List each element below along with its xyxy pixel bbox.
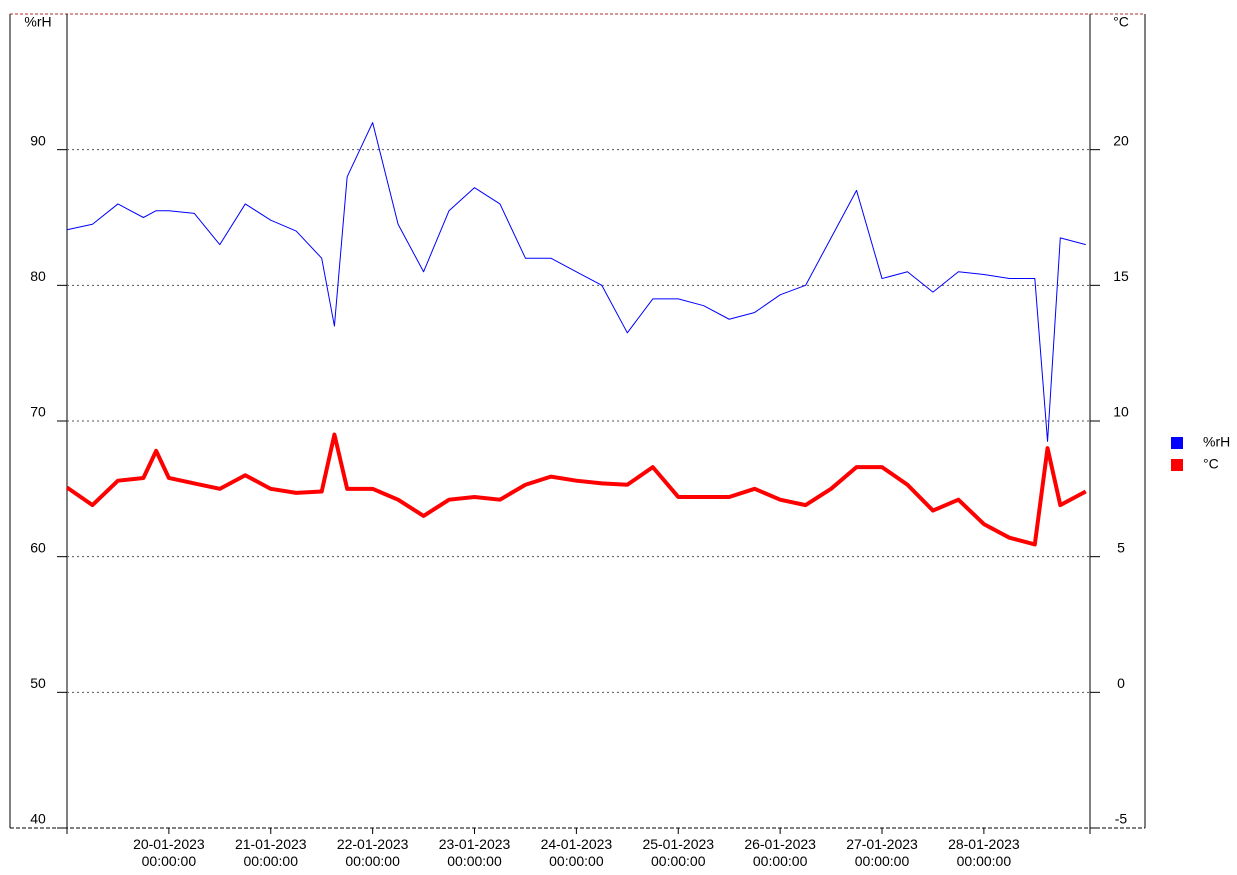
x-tick-label: 23-01-2023 00:00:00 (438, 836, 511, 869)
y-tick-label: 60 (30, 539, 46, 555)
y-tick-label: 70 (30, 404, 46, 420)
x-tick-label: 27-01-2023 00:00:00 (846, 836, 918, 869)
y-axis-label: %rH (24, 14, 51, 30)
legend-label: °C (1203, 456, 1219, 472)
x-tick-label: 24-01-2023 00:00:00 (540, 836, 613, 869)
y2-tick-label: -5 (1115, 811, 1128, 827)
y2-tick-label: 20 (1113, 132, 1129, 148)
y2-axis-label: °C (1113, 14, 1129, 30)
legend-label: %rH (1203, 434, 1230, 450)
y-tick-label: 90 (30, 132, 46, 148)
x-tick-label: 20-01-2023 00:00:00 (133, 836, 205, 869)
y2-tick-label: 5 (1117, 539, 1125, 555)
series-line (65, 432, 1087, 547)
x-tick-label: 22-01-2023 00:00:00 (336, 836, 409, 869)
x-tick-label: 21-01-2023 00:00:00 (234, 836, 307, 869)
y-tick-label: 50 (30, 675, 46, 691)
y-tick-label: 80 (30, 268, 46, 284)
legend-swatch (1171, 459, 1183, 471)
x-tick-label: 28-01-2023 00:00:00 (948, 836, 1020, 869)
y2-tick-label: 15 (1113, 268, 1129, 284)
y-tick-label: 40 (30, 811, 46, 827)
legend-swatch (1171, 437, 1183, 449)
series-line (66, 122, 1086, 442)
x-tick-label: 25-01-2023 00:00:00 (642, 836, 715, 869)
x-tick-label: 26-01-2023 00:00:00 (744, 836, 816, 869)
y2-tick-label: 10 (1113, 404, 1129, 420)
y2-tick-label: 0 (1117, 675, 1125, 691)
